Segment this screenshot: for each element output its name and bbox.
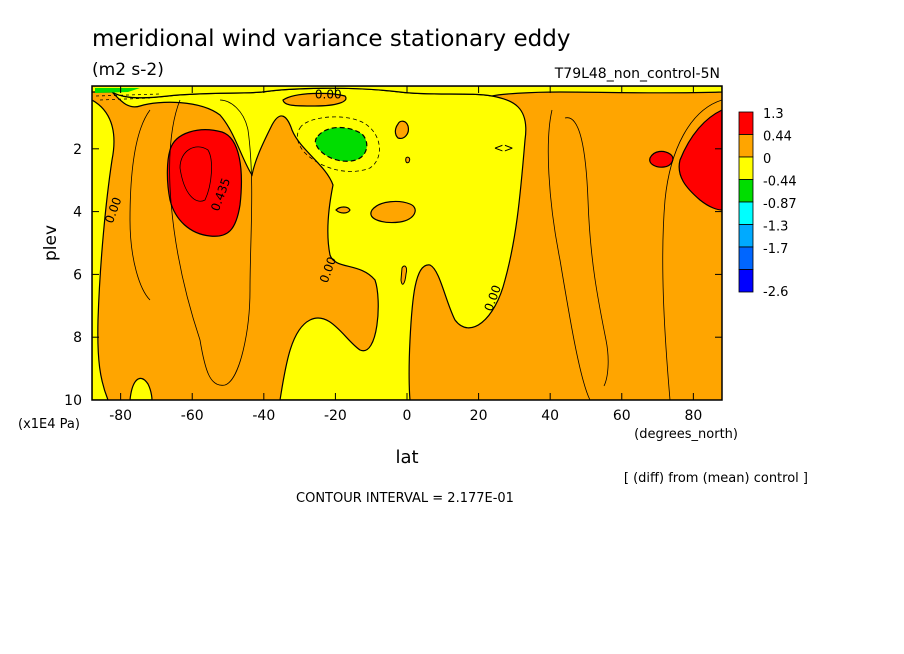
y-tick-label: 8 (73, 330, 82, 346)
y-axis-ticks: 2 4 6 8 10 (64, 142, 722, 409)
x-tick-label: 20 (470, 408, 488, 424)
fill-red-sh-maximum (166, 129, 242, 237)
colorbar-label: -0.44 (763, 175, 797, 190)
colorbar-swatch (738, 134, 754, 158)
fill-orange-island-d (400, 265, 407, 285)
colorbar-swatch (738, 269, 754, 293)
colorbar-swatch (738, 246, 754, 270)
colorbar-swatch (738, 111, 754, 135)
contour-fill (92, 86, 722, 400)
y-tick-label: 10 (64, 393, 82, 409)
contour-line-thin (662, 99, 722, 400)
colorbar-label: 0 (763, 152, 771, 167)
contour-line-dashed (296, 116, 380, 172)
x-tick-label: -40 (252, 408, 275, 424)
x-unit-note: (degrees_north) (634, 427, 738, 442)
fill-green-minimum (314, 126, 368, 162)
x-tick-label: -80 (109, 408, 132, 424)
colorbar-label: -1.3 (763, 220, 788, 235)
y-tick-label: 2 (73, 142, 82, 158)
contour-line-dashed (95, 93, 161, 101)
fill-orange-island-c (335, 206, 351, 214)
colorbar-legend: 1.3 0.44 0 -0.44 -0.87 -1.3 -1.7 -2.6 (738, 107, 797, 300)
colorbar-label: 0.44 (763, 130, 792, 145)
contour-line-thin (179, 146, 212, 202)
fill-orange-island-b (394, 120, 409, 139)
chart-units: (m2 s-2) (92, 60, 164, 80)
colorbar-label: -0.87 (763, 197, 797, 212)
chart-title: meridional wind variance stationary eddy (92, 26, 570, 52)
contour-line-thin (564, 117, 609, 387)
x-tick-label: 60 (613, 408, 631, 424)
colorbar-swatch (738, 156, 754, 180)
fill-red-nh-maximum (678, 109, 722, 211)
colorbar-label: -2.6 (763, 285, 788, 300)
y-unit-note: (x1E4 Pa) (18, 417, 80, 432)
colorbar-swatch (738, 224, 754, 248)
fill-green-top-edge (95, 88, 140, 93)
contour-line-thin (129, 109, 151, 301)
diff-note: [ (diff) from (mean) control ] (624, 471, 808, 486)
contour-label: 0.00 (315, 88, 342, 102)
fill-red-small-blob (649, 150, 674, 168)
contour-label: <> (494, 141, 514, 155)
fill-orange-island-e (405, 156, 411, 164)
fill-yellow-left-edge (92, 99, 115, 400)
y-tick-label: 6 (73, 267, 82, 283)
x-axis-ticks: -80 -60 -40 -20 0 20 40 60 80 (109, 86, 702, 424)
x-tick-label: 40 (541, 408, 559, 424)
x-tick-label: -20 (324, 408, 347, 424)
contour-interval: CONTOUR INTERVAL = 2.177E-01 (296, 491, 514, 506)
fill-yellow-bottom-left (129, 377, 153, 400)
x-tick-label: -60 (181, 408, 204, 424)
x-tick-label: 0 (403, 408, 412, 424)
fill-orange-island-a (370, 200, 416, 224)
y-axis-label: plev (41, 225, 61, 261)
colorbar-label: 1.3 (763, 107, 784, 122)
run-label: T79L48_non_control-5N (554, 66, 720, 82)
colorbar-label: -1.7 (763, 242, 788, 257)
x-axis-label: lat (395, 447, 418, 468)
y-tick-label: 4 (73, 205, 82, 221)
colorbar-swatch (738, 179, 754, 203)
x-tick-label: 80 (684, 408, 702, 424)
contour-line-thin (547, 109, 591, 400)
contour-line-thin (169, 99, 253, 386)
fill-orange-top-blob (282, 92, 347, 107)
colorbar-swatch (738, 201, 754, 225)
